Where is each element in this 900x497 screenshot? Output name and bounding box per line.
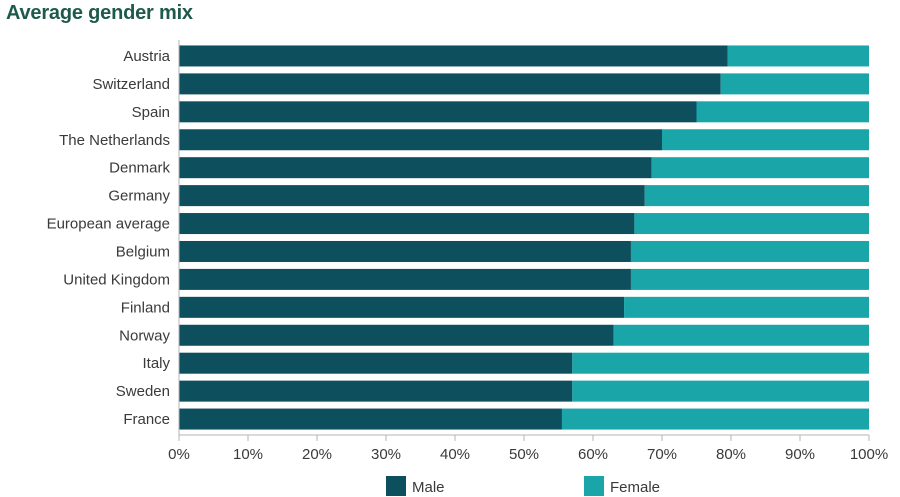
bar-female-germany bbox=[644, 185, 869, 207]
x-tick-label: 90% bbox=[785, 446, 815, 463]
bar-male-italy bbox=[179, 352, 573, 374]
category-label-austria: Austria bbox=[123, 48, 170, 65]
category-label-italy: Italy bbox=[142, 355, 170, 372]
bar-female-sweden bbox=[572, 380, 869, 402]
x-tick-label: 50% bbox=[509, 446, 539, 463]
bar-male-european-average bbox=[179, 213, 635, 235]
bar-female-austria bbox=[727, 45, 869, 67]
category-label-belgium: Belgium bbox=[116, 243, 170, 260]
x-tick-label: 100% bbox=[850, 446, 888, 463]
bar-female-united-kingdom bbox=[630, 268, 869, 290]
bar-male-france bbox=[179, 408, 562, 430]
bar-female-denmark bbox=[651, 157, 869, 179]
legend-swatch-female bbox=[584, 476, 604, 496]
bar-male-germany bbox=[179, 185, 645, 207]
category-label-norway: Norway bbox=[119, 327, 170, 344]
bar-male-finland bbox=[179, 296, 625, 318]
bar-female-italy bbox=[572, 352, 869, 374]
legend-label-female: Female bbox=[610, 479, 660, 496]
x-tick-label: 0% bbox=[168, 446, 190, 463]
x-tick-label: 70% bbox=[647, 446, 677, 463]
bar-male-switzerland bbox=[179, 73, 721, 95]
category-label-finland: Finland bbox=[121, 299, 170, 316]
category-label-germany: Germany bbox=[108, 188, 170, 205]
bars-group bbox=[179, 45, 869, 430]
category-label-spain: Spain bbox=[132, 104, 170, 121]
bar-male-belgium bbox=[179, 240, 631, 262]
x-tick-label: 40% bbox=[440, 446, 470, 463]
bar-female-norway bbox=[613, 324, 869, 346]
bar-male-the-netherlands bbox=[179, 129, 662, 151]
bar-female-france bbox=[561, 408, 869, 430]
bar-female-belgium bbox=[630, 240, 869, 262]
bar-female-the-netherlands bbox=[662, 129, 869, 151]
bar-female-spain bbox=[696, 101, 869, 123]
category-label-france: France bbox=[123, 411, 170, 428]
category-label-sweden: Sweden bbox=[116, 383, 170, 400]
category-label-denmark: Denmark bbox=[109, 160, 170, 177]
category-labels: Austria Switzerland Spain The Netherlands De… bbox=[47, 48, 171, 428]
legend: Male Female bbox=[386, 476, 660, 496]
legend-swatch-male bbox=[386, 476, 406, 496]
x-tick-label: 80% bbox=[716, 446, 746, 463]
category-label-switzerland: Switzerland bbox=[92, 76, 170, 93]
chart-title: Average gender mix bbox=[6, 2, 193, 24]
bar-female-switzerland bbox=[720, 73, 869, 95]
bar-female-european-average bbox=[634, 213, 869, 235]
x-tick-label: 10% bbox=[233, 446, 263, 463]
category-label-united-kingdom: United Kingdom bbox=[63, 271, 170, 288]
bar-male-spain bbox=[179, 101, 697, 123]
category-label-european-average: European average bbox=[47, 216, 170, 233]
x-tick-label: 20% bbox=[302, 446, 332, 463]
bar-male-austria bbox=[179, 45, 728, 67]
bar-male-united-kingdom bbox=[179, 268, 631, 290]
category-label-the-netherlands: The Netherlands bbox=[59, 132, 170, 149]
legend-label-male: Male bbox=[412, 479, 445, 496]
bar-female-finland bbox=[624, 296, 869, 318]
bar-male-sweden bbox=[179, 380, 573, 402]
x-axis: 0% 10% 20% 30% 40% 50% 60% 70% 80% 90% 100% bbox=[168, 40, 888, 463]
bar-male-norway bbox=[179, 324, 614, 346]
bar-male-denmark bbox=[179, 157, 652, 179]
x-tick-label: 60% bbox=[578, 446, 608, 463]
x-tick-label: 30% bbox=[371, 446, 401, 463]
